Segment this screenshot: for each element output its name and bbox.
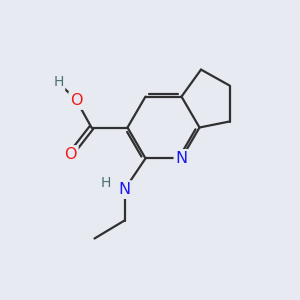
Text: O: O xyxy=(64,147,77,162)
Text: H: H xyxy=(101,176,111,190)
Text: N: N xyxy=(176,151,188,166)
Text: N: N xyxy=(118,182,130,197)
Text: O: O xyxy=(70,93,83,108)
Text: H: H xyxy=(53,76,64,89)
